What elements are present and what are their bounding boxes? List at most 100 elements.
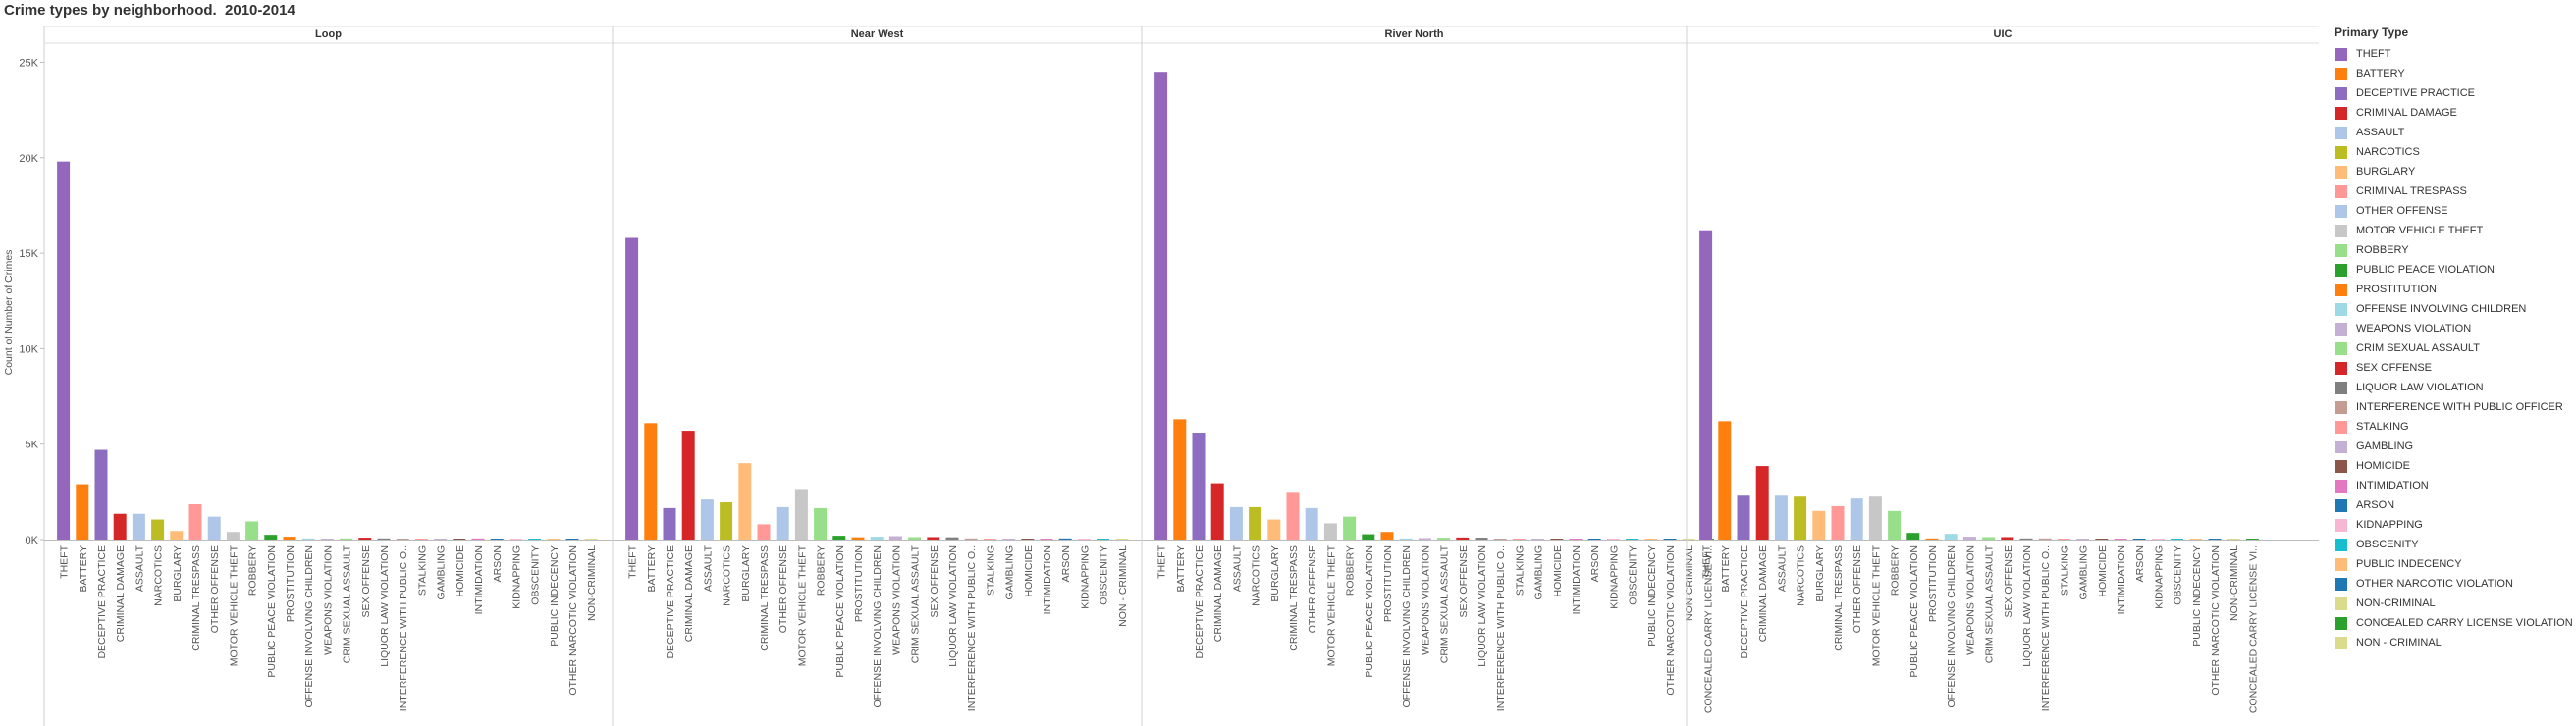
x-tick-label: PUBLIC INDECENCY <box>1646 545 1658 647</box>
legend-item[interactable]: ROBBERY <box>2334 240 2576 260</box>
legend-item[interactable]: WEAPONS VIOLATION <box>2334 319 2576 338</box>
bar <box>1097 539 1110 540</box>
legend-item[interactable]: PROSTITUTION <box>2334 280 2576 299</box>
legend-item[interactable]: NON-CRIMINAL <box>2334 594 2576 613</box>
x-tick-label: SEX OFFENSE <box>360 545 372 618</box>
bar <box>1399 538 1413 540</box>
legend-item[interactable]: BATTERY <box>2334 64 2576 83</box>
x-tick-label: BATTERY <box>1720 545 1732 592</box>
legend-swatch <box>2334 616 2347 630</box>
legend-label: OTHER OFFENSE <box>2356 205 2448 217</box>
legend-item[interactable]: BURGLARY <box>2334 162 2576 182</box>
legend-item[interactable]: GAMBLING <box>2334 437 2576 456</box>
bar <box>1154 72 1168 540</box>
x-tick-label: KIDNAPPING <box>510 545 522 609</box>
x-tick-label: OBSCENITY <box>1628 545 1639 605</box>
legend-item[interactable]: OFFENSE INVOLVING CHILDREN <box>2334 299 2576 319</box>
legend-item[interactable]: ARSON <box>2334 495 2576 515</box>
x-tick-label: NON-CRIMINAL <box>586 545 598 621</box>
bar <box>1606 539 1620 540</box>
legend-item[interactable]: HOMICIDE <box>2334 456 2576 476</box>
legend-items: THEFT BATTERY DECEPTIVE PRACTICE CRIMINAL D… <box>2334 44 2576 652</box>
legend-item[interactable]: CONCEALED CARRY LICENSE VIOLATION <box>2334 613 2576 633</box>
bar <box>2038 538 2052 540</box>
bar <box>226 532 240 540</box>
legend-label: NON-CRIMINAL <box>2356 597 2436 609</box>
bar <box>1286 492 1300 540</box>
x-tick-label: NON-CRIMINAL <box>2228 545 2240 621</box>
x-tick-label: OBSCENITY <box>530 545 542 605</box>
legend-item[interactable]: CRIM SEXUAL ASSAULT <box>2334 338 2576 358</box>
legend-swatch <box>2334 498 2347 512</box>
legend-item[interactable]: LIQUOR LAW VIOLATION <box>2334 378 2576 397</box>
legend-item[interactable]: MOTOR VEHICLE THEFT <box>2334 221 2576 240</box>
legend-item[interactable]: THEFT <box>2334 44 2576 64</box>
legend-item[interactable]: INTERFERENCE WITH PUBLIC OFFICER <box>2334 397 2576 417</box>
x-tick-label: NARCOTICS <box>722 545 733 606</box>
legend-item[interactable]: KIDNAPPING <box>2334 515 2576 535</box>
x-tick-label: LIQUOR LAW VIOLATION <box>2021 545 2033 667</box>
legend-item[interactable]: PUBLIC INDECENCY <box>2334 554 2576 574</box>
legend-item[interactable]: CRIMINAL TRESPASS <box>2334 182 2576 201</box>
x-tick-label: NARCOTICS <box>1796 545 1807 606</box>
bar <box>1173 419 1187 540</box>
bar <box>663 507 676 540</box>
x-tick-label: GAMBLING <box>436 545 448 599</box>
x-tick-label: DECEPTIVE PRACTICE <box>96 545 108 659</box>
bar <box>1343 516 1357 540</box>
x-tick-label: BURGLARY <box>740 545 752 602</box>
x-tick-label: BATTERY <box>78 545 89 592</box>
x-tick-label: BURGLARY <box>1269 545 1281 602</box>
legend-label: KIDNAPPING <box>2356 519 2423 531</box>
x-tick-label: KIDNAPPING <box>2153 545 2165 609</box>
legend-item[interactable]: OTHER NARCOTIC VIOLATION <box>2334 574 2576 594</box>
bar <box>1380 532 1394 540</box>
legend-label: CONCEALED CARRY LICENSE VIOLATION <box>2356 617 2573 629</box>
legend-label: OTHER NARCOTIC VIOLATION <box>2356 578 2513 590</box>
bar <box>1982 537 1996 540</box>
legend-title: Primary Type <box>2334 26 2409 39</box>
legend-item[interactable]: OTHER OFFENSE <box>2334 201 2576 221</box>
x-tick-label: HOMICIDE <box>2097 545 2109 597</box>
legend-item[interactable]: INTIMIDATION <box>2334 476 2576 495</box>
legend-item[interactable]: STALKING <box>2334 417 2576 437</box>
legend-swatch <box>2334 381 2347 394</box>
legend-item[interactable]: DECEPTIVE PRACTICE <box>2334 83 2576 103</box>
bar <box>264 535 278 540</box>
panel-header-river-north: River North <box>1385 28 1444 40</box>
x-tick-label: THEFT <box>627 544 639 578</box>
legend-swatch <box>2334 106 2347 120</box>
legend-item[interactable]: OBSCENITY <box>2334 535 2576 554</box>
x-tick-label: PROSTITUTION <box>1382 545 1394 622</box>
x-tick-label: OFFENSE INVOLVING CHILDREN <box>1401 545 1413 708</box>
legend-item[interactable]: NON - CRIMINAL <box>2334 633 2576 652</box>
x-tick-label: WEAPONS VIOLATION <box>1964 545 1976 655</box>
bar <box>509 539 522 540</box>
bar <box>2245 539 2259 540</box>
bar <box>1812 510 1826 540</box>
x-tick-label: SEX OFFENSE <box>929 545 940 618</box>
bar <box>1362 534 1375 540</box>
legend-label: DECEPTIVE PRACTICE <box>2356 87 2476 99</box>
bar <box>1682 539 1695 540</box>
legend-label: BATTERY <box>2356 68 2405 79</box>
y-tick-label: 10K <box>19 343 38 355</box>
x-tick-label: SEX OFFENSE <box>1458 545 1470 618</box>
legend-label: LIQUOR LAW VIOLATION <box>2356 382 2484 393</box>
bar <box>1323 523 1337 540</box>
legend-item[interactable]: NARCOTICS <box>2334 142 2576 162</box>
x-tick-label: ARSON <box>492 545 504 582</box>
x-tick-label: LIQUOR LAW VIOLATION <box>1476 545 1488 667</box>
bar <box>1868 496 1882 540</box>
bar <box>2076 539 2090 540</box>
legend-item[interactable]: SEX OFFENSE <box>2334 358 2576 378</box>
bar <box>1229 506 1243 540</box>
legend-label: ASSAULT <box>2356 127 2405 138</box>
legend-label: BURGLARY <box>2356 166 2416 178</box>
legend-swatch <box>2334 420 2347 434</box>
x-tick-label: PROSTITUTION <box>285 545 296 622</box>
x-tick-label: PROSTITUTION <box>1927 545 1939 622</box>
legend-item[interactable]: CRIMINAL DAMAGE <box>2334 103 2576 123</box>
legend-item[interactable]: ASSAULT <box>2334 123 2576 142</box>
legend-item[interactable]: PUBLIC PEACE VIOLATION <box>2334 260 2576 280</box>
